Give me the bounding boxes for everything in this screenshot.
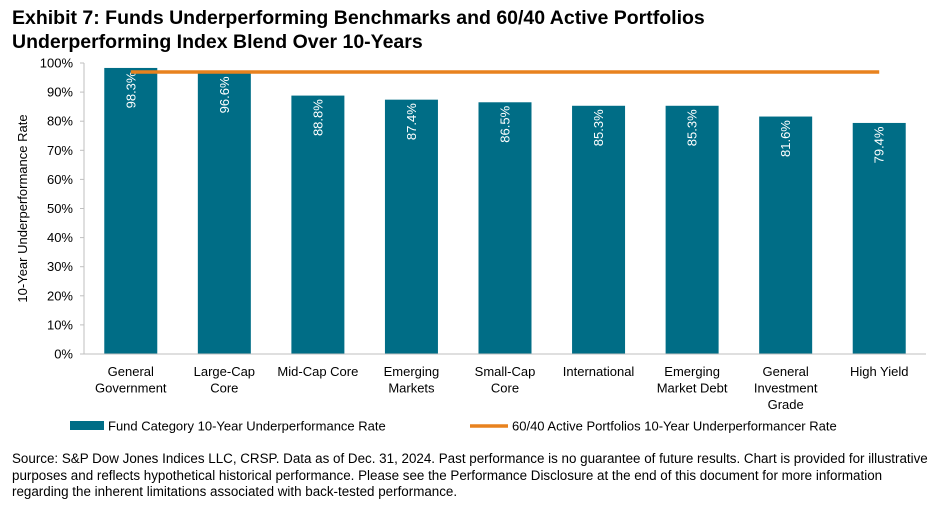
chart-title-line-2: Underperforming Index Blend Over 10-Year… [12,31,423,53]
x-category-label: Mid-Cap Core [277,364,358,379]
y-tick-label: 50% [47,201,73,216]
x-category-label: Government [95,381,167,396]
y-tick-label: 40% [47,230,73,245]
bar [197,72,251,355]
bar [572,105,626,354]
y-tick-label: 70% [47,143,73,158]
chart-title-line-1: Exhibit 7: Funds Underperforming Benchma… [12,7,705,29]
y-tick-label: 80% [47,114,73,129]
source-note: Source: S&P Dow Jones Indices LLC, CRSP.… [12,451,928,499]
data-label: 98.3% [123,71,138,108]
x-category-label: Markets [388,381,435,396]
x-category-label: Large-Cap [194,364,255,379]
legend-label-bars: Fund Category 10-Year Underperformance R… [108,419,386,434]
x-category-label: General [763,364,809,379]
x-category-label: General [108,364,154,379]
x-category-label: Core [210,381,238,396]
y-tick-label: 0% [54,347,73,362]
x-category-label: Core [491,381,519,396]
bar [665,105,719,354]
x-category-label: High Yield [850,364,909,379]
bar [291,95,345,354]
y-tick-label: 100% [40,56,74,71]
data-label: 87.4% [404,103,419,140]
x-category-label: Market Debt [657,381,728,396]
legend-label-line: 60/40 Active Portfolios 10-Year Underper… [512,419,837,434]
x-category-label: International [563,364,635,379]
x-category-label: Grade [768,397,804,412]
legend-swatch-bars [70,421,104,430]
y-tick-label: 20% [47,288,73,303]
bar [104,67,158,355]
data-label: 81.6% [778,120,793,157]
y-axis-title: 10-Year Underperformance Rate [15,114,30,302]
data-label: 88.8% [310,99,325,136]
data-label: 79.4% [872,126,887,163]
y-tick-label: 90% [47,85,73,100]
data-label: 85.3% [685,109,700,146]
x-category-label: Investment [754,381,818,396]
chart-title: Exhibit 7: Funds Underperforming Benchma… [12,6,932,54]
data-label: 96.6% [217,76,232,113]
x-category-label: Small-Cap [475,364,536,379]
data-label: 86.5% [498,105,513,142]
x-category-label: Emerging [664,364,720,379]
bar [852,122,906,354]
x-category-label: Emerging [384,364,440,379]
y-tick-label: 60% [47,172,73,187]
bar [384,99,438,354]
data-label: 85.3% [591,109,606,146]
bar [759,116,813,354]
bar-chart: 10-Year Underperformance Rate 0% 10% 20% 30%… [15,56,926,434]
bar [478,102,532,354]
y-tick-label: 10% [47,317,73,332]
y-tick-label: 30% [47,259,73,274]
